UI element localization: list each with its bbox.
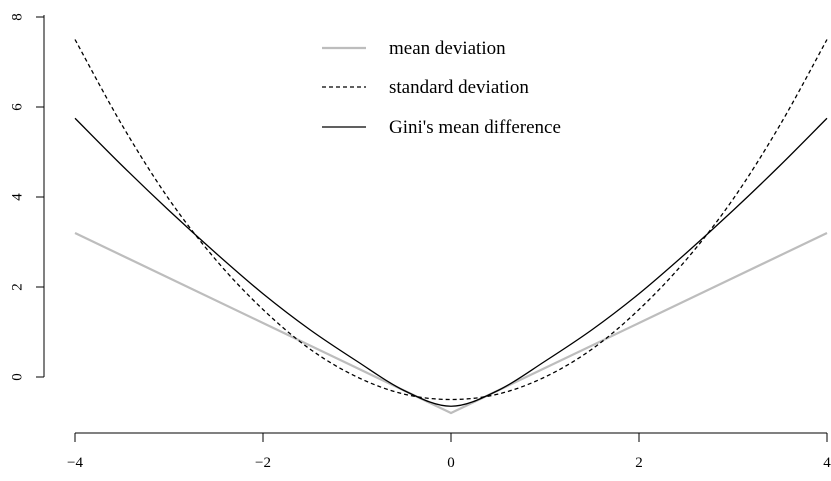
x-tick-label: 4: [823, 455, 831, 471]
legend-label: Gini's mean difference: [389, 117, 561, 138]
x-tick-label: 2: [635, 455, 643, 471]
gini-mean-difference-line: [74, 117, 828, 407]
standard-deviation-line: [74, 39, 828, 401]
legend-label: standard deviation: [389, 77, 529, 98]
legend: mean deviation standard deviation Gini's m…: [322, 38, 561, 138]
x-axis: −4 −2 0 2 4: [67, 432, 831, 471]
y-tick-label: 4: [9, 193, 25, 201]
legend-standard-deviation: standard deviation: [322, 77, 529, 98]
y-tick-label: 6: [9, 103, 25, 111]
y-tick-label: 8: [9, 13, 25, 21]
y-tick-label: 2: [9, 283, 25, 291]
plot-lines: [74, 39, 828, 415]
legend-gini-mean-difference: Gini's mean difference: [322, 117, 561, 138]
x-tick-label: 0: [447, 455, 455, 471]
y-axis: 0 2 4 6 8: [9, 13, 45, 381]
y-tick-label: 0: [9, 373, 25, 381]
legend-mean-deviation: mean deviation: [322, 38, 506, 59]
x-tick-label: −4: [67, 455, 83, 471]
x-tick-label: −2: [255, 455, 271, 471]
legend-label: mean deviation: [389, 38, 506, 59]
mean-deviation-line: [74, 232, 828, 415]
